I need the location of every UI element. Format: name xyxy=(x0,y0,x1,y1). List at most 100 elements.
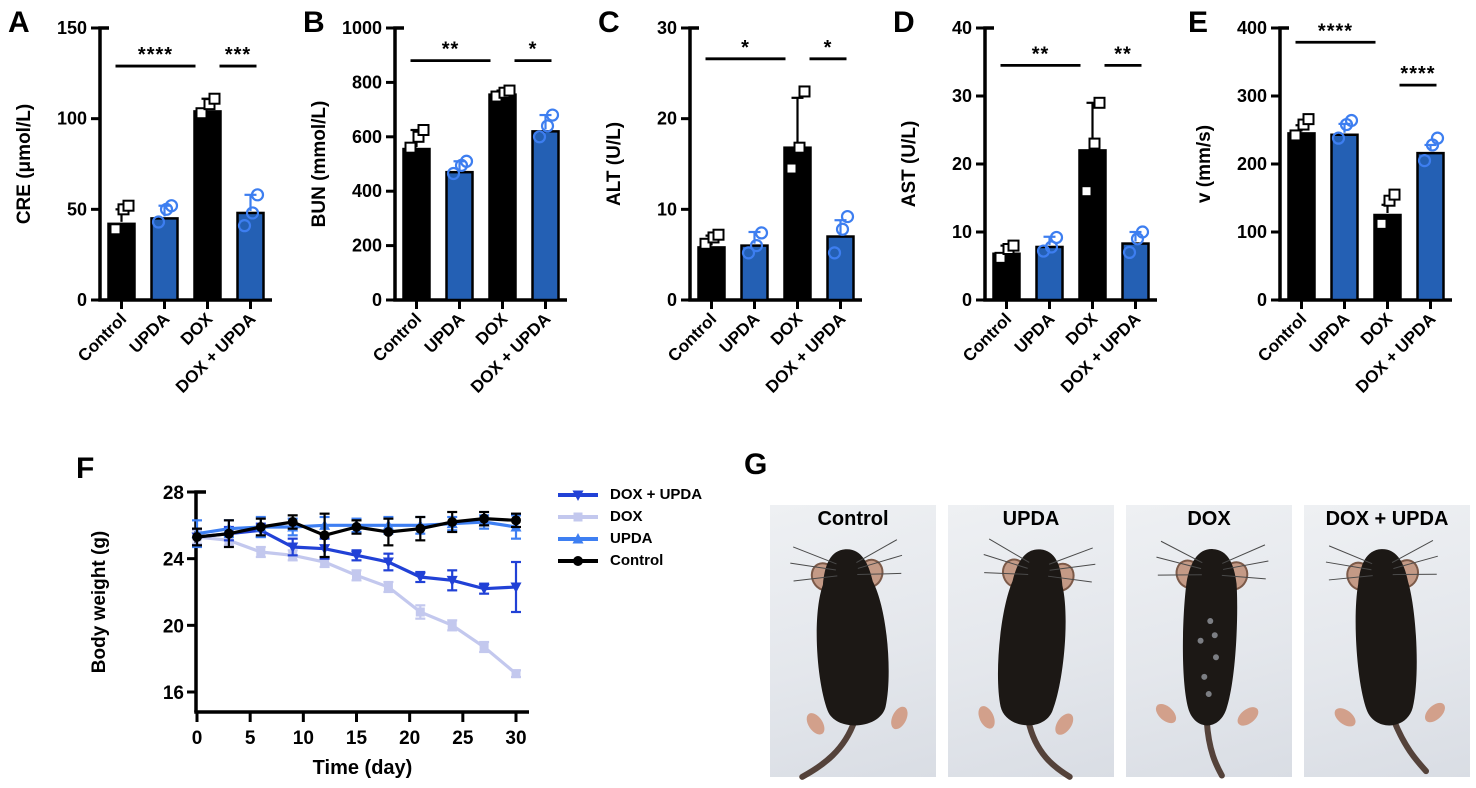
mouse-photo-dox-upda: DOX + UPDA xyxy=(1304,505,1470,777)
mouse-image xyxy=(790,539,908,780)
svg-text:50: 50 xyxy=(67,199,87,219)
svg-text:Body weight (g): Body weight (g) xyxy=(89,531,110,673)
svg-text:Control: Control xyxy=(664,309,720,365)
svg-text:16: 16 xyxy=(163,683,184,704)
panel-letter-g: G xyxy=(744,448,768,481)
svg-text:15: 15 xyxy=(346,728,368,749)
bar-chart-bun: 0 200 400 600 800 1000 BUN (mmol/L) ControlUPDA… xyxy=(309,18,567,397)
svg-text:1000: 1000 xyxy=(342,18,382,38)
panel-letter-a: A xyxy=(8,6,30,39)
svg-text:100: 100 xyxy=(57,109,87,129)
svg-text:Time (day): Time (day) xyxy=(313,757,413,779)
legend-item-control: Control xyxy=(556,552,702,569)
svg-text:400: 400 xyxy=(1237,18,1267,38)
svg-text:Control: Control xyxy=(959,309,1015,365)
svg-text:***: *** xyxy=(225,44,251,66)
legend-label: DOX + UPDA xyxy=(610,486,703,503)
svg-text:UPDA: UPDA xyxy=(716,309,763,356)
svg-text:ALT (U/L): ALT (U/L) xyxy=(604,122,625,206)
svg-text:Control: Control xyxy=(1254,309,1310,365)
svg-text:0: 0 xyxy=(77,290,87,310)
photo-label-dox: DOX xyxy=(1187,508,1231,530)
svg-text:DOX: DOX xyxy=(1062,309,1102,349)
svg-text:*: * xyxy=(529,39,538,61)
svg-text:300: 300 xyxy=(1237,86,1267,106)
mouse-photos: Control UPDA DOX DOX + UPDA xyxy=(770,505,1470,780)
svg-text:40: 40 xyxy=(952,18,972,38)
svg-text:10: 10 xyxy=(952,222,972,242)
svg-text:**: ** xyxy=(442,39,460,61)
panel-letter-d: D xyxy=(893,6,915,39)
svg-text:****: **** xyxy=(138,44,173,66)
svg-text:30: 30 xyxy=(505,728,526,749)
legend-marker-icon xyxy=(558,490,598,501)
svg-text:24: 24 xyxy=(163,550,185,571)
panel-b-bun: B 0 200 400 600 800 1000 BUN (mmol/L) Control UP… xyxy=(295,0,590,440)
svg-text:10: 10 xyxy=(293,728,314,749)
svg-text:Control: Control xyxy=(74,309,130,365)
svg-text:5: 5 xyxy=(245,728,256,749)
svg-text:800: 800 xyxy=(352,72,382,92)
svg-text:Control: Control xyxy=(369,309,425,365)
svg-text:BUN (mmol/L): BUN (mmol/L) xyxy=(309,101,330,228)
mouse-image xyxy=(1325,539,1445,775)
svg-text:****: **** xyxy=(1318,20,1353,42)
svg-text:20: 20 xyxy=(163,616,184,637)
legend-marker-icon xyxy=(558,512,598,521)
svg-text:30: 30 xyxy=(657,18,677,38)
panel-letter-f: F xyxy=(76,452,95,485)
svg-text:10: 10 xyxy=(657,199,677,219)
svg-text:20: 20 xyxy=(399,728,420,749)
panel-a-cre: A 0 50 100 150 CRE (μmol/L) Control UPDA DOX DOX… xyxy=(0,0,295,440)
svg-text:25: 25 xyxy=(452,728,474,749)
bar-chart-row: A 0 50 100 150 CRE (μmol/L) Control UPDA DOX DOX… xyxy=(0,0,1475,440)
svg-text:CRE (μmol/L): CRE (μmol/L) xyxy=(14,104,35,224)
svg-text:****: **** xyxy=(1400,63,1435,85)
photo-label-control: Control xyxy=(817,508,889,530)
svg-text:DOX: DOX xyxy=(767,309,807,349)
legend-label: Control xyxy=(610,552,664,569)
line-chart-legend: DOX + UPDA DOX UPDA Control xyxy=(556,486,702,569)
svg-text:600: 600 xyxy=(352,127,382,147)
svg-text:0: 0 xyxy=(1257,290,1267,310)
svg-text:200: 200 xyxy=(1237,154,1267,174)
svg-text:DOX: DOX xyxy=(1357,309,1397,349)
svg-text:20: 20 xyxy=(657,109,677,129)
svg-text:0: 0 xyxy=(667,290,677,310)
legend-label: UPDA xyxy=(610,530,653,547)
svg-text:*: * xyxy=(824,37,833,59)
mouse-image xyxy=(1155,540,1269,779)
svg-text:0: 0 xyxy=(192,728,203,749)
svg-text:**: ** xyxy=(1032,43,1050,65)
svg-text:UPDA: UPDA xyxy=(421,309,468,356)
svg-text:200: 200 xyxy=(352,236,382,256)
mouse-photo-upda: UPDA xyxy=(948,505,1114,780)
svg-text:30: 30 xyxy=(952,86,972,106)
panel-c-alt: C 0 10 20 30 ALT (U/L) Control UPDA DOX DOX + UP… xyxy=(590,0,885,440)
svg-text:150: 150 xyxy=(57,18,87,38)
mouse-photo-control: Control xyxy=(770,505,936,780)
panel-d-ast: D 0 10 20 30 40 AST (U/L) Control UPDA DOX DOX + … xyxy=(885,0,1180,440)
svg-text:AST (U/L): AST (U/L) xyxy=(899,121,920,208)
legend-item-dox: DOX xyxy=(556,508,702,525)
panel-letter-e: E xyxy=(1188,6,1209,39)
mouse-photo-dox: DOX xyxy=(1126,505,1292,779)
svg-text:*: * xyxy=(741,37,750,59)
panel-e-velocity: E 0 100 200 300 400 v (mm/s) Control UPDA DOX DOX… xyxy=(1180,0,1475,440)
legend-item-upda: UPDA xyxy=(556,530,702,547)
svg-text:DOX: DOX xyxy=(472,309,512,349)
svg-text:UPDA: UPDA xyxy=(1011,309,1058,356)
svg-text:v (mm/s): v (mm/s) xyxy=(1194,125,1215,203)
photo-label-upda: UPDA xyxy=(1002,508,1060,530)
svg-text:UPDA: UPDA xyxy=(1306,309,1353,356)
svg-text:100: 100 xyxy=(1237,222,1267,242)
svg-text:**: ** xyxy=(1114,43,1132,65)
svg-text:400: 400 xyxy=(352,181,382,201)
svg-text:28: 28 xyxy=(163,483,184,504)
panel-letter-b: B xyxy=(303,6,325,39)
legend-item-dox-upda: DOX + UPDA xyxy=(556,486,702,503)
